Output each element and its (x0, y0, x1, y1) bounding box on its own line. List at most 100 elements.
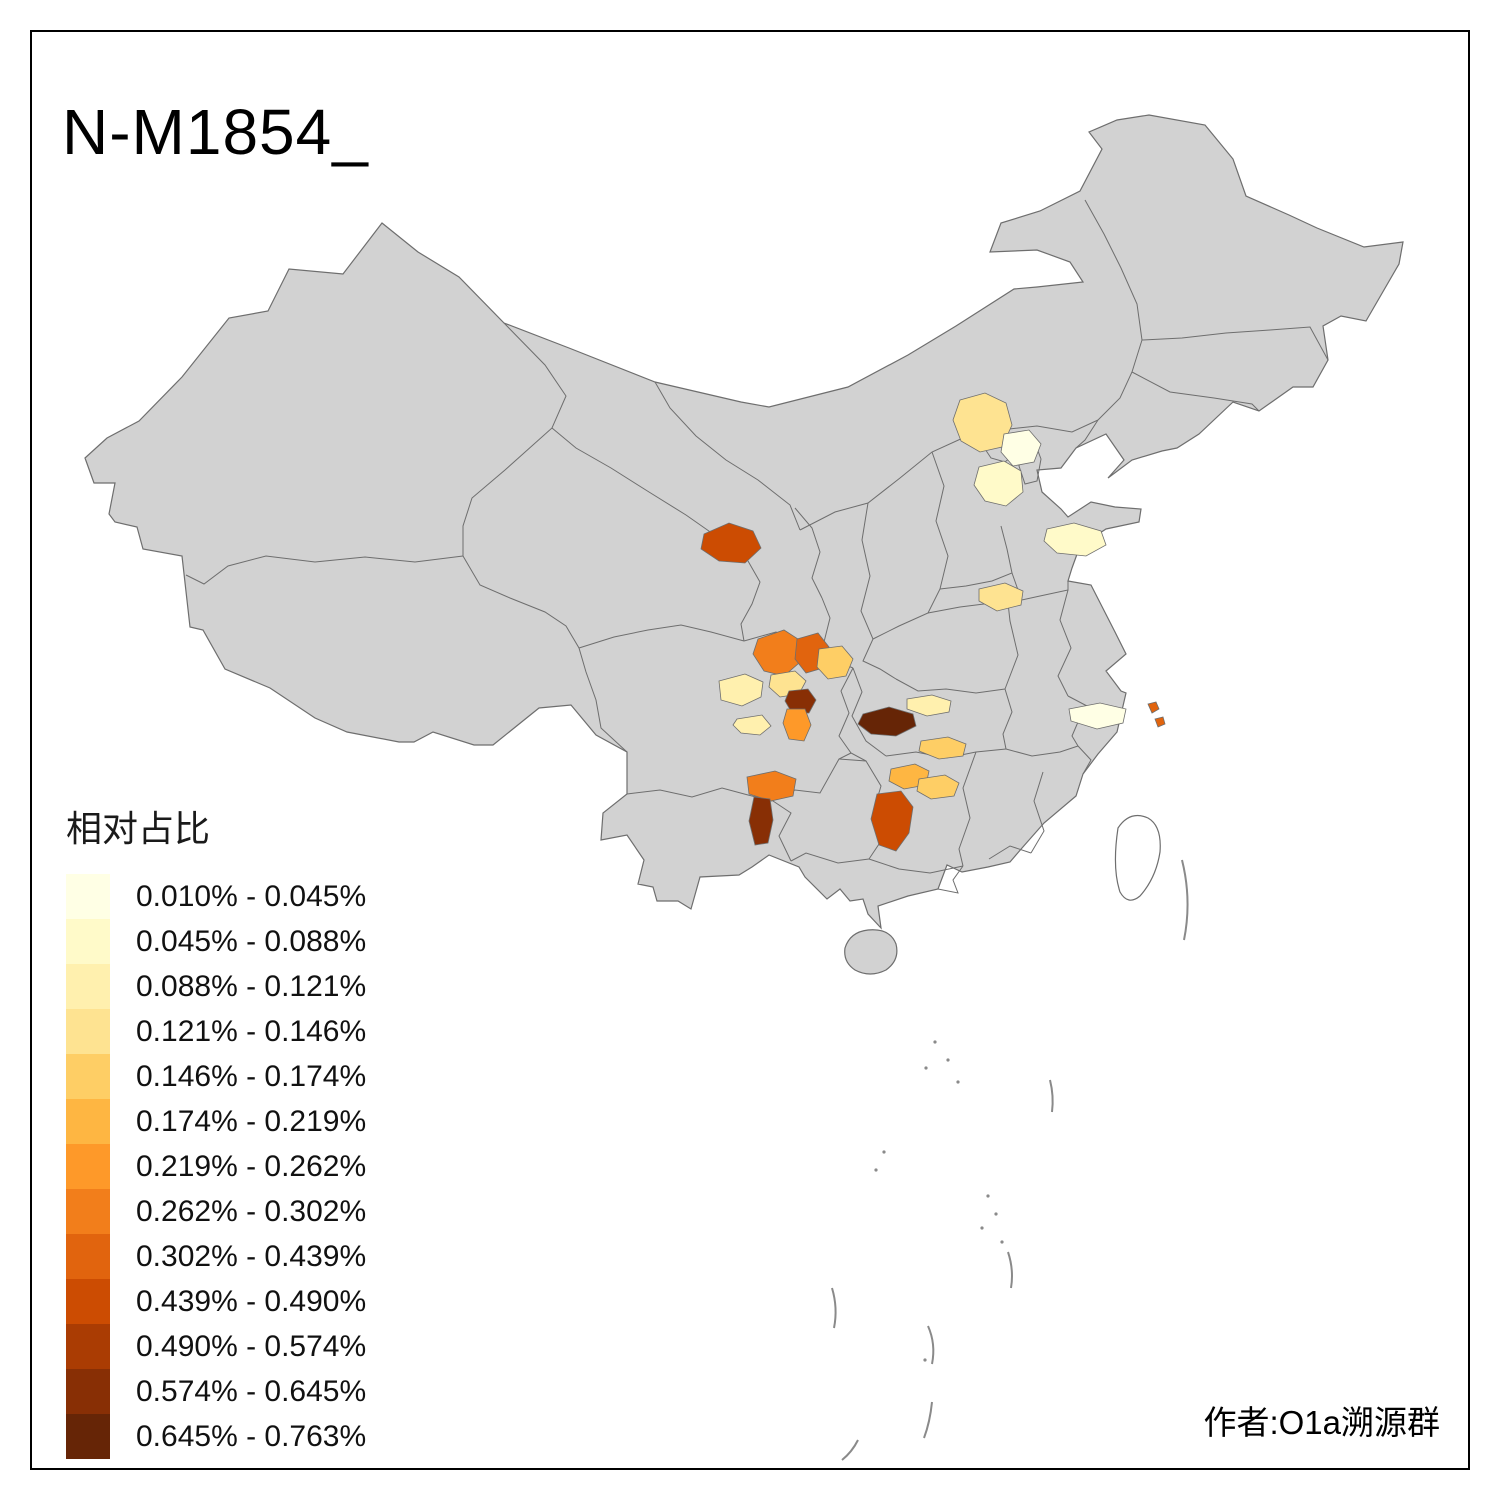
colored-region-10 (718, 673, 764, 707)
border (740, 560, 761, 642)
sea-islet (994, 1212, 998, 1216)
plot-frame (30, 30, 1470, 1470)
border (895, 678, 1006, 694)
map-title: N-M1854_ (62, 95, 369, 168)
border (872, 451, 949, 640)
colored-region-17 (918, 736, 967, 760)
sea-dash (831, 1287, 837, 1329)
legend-item: 0.645% - 0.763% (66, 1414, 366, 1459)
legend-item: 0.010% - 0.045% (66, 874, 366, 919)
colored-region-12 (784, 688, 817, 714)
colored-region-20 (870, 790, 914, 852)
border (790, 852, 870, 864)
border (462, 555, 628, 753)
colored-region-14 (732, 714, 772, 736)
sea-dash (1181, 859, 1189, 941)
sea-islet (946, 1058, 950, 1062)
sea-dash (923, 1401, 933, 1439)
legend-label: 0.088% - 0.121% (136, 969, 367, 1003)
border (1030, 771, 1045, 854)
colored-region-25 (1154, 716, 1166, 728)
border (838, 667, 867, 762)
legend-swatch (66, 874, 110, 919)
legend-item: 0.219% - 0.262% (66, 1144, 366, 1189)
legend-swatch (66, 964, 110, 1009)
border (1084, 199, 1143, 421)
border (462, 322, 567, 556)
border (988, 845, 1032, 860)
legend-swatch (66, 1009, 110, 1054)
legend-label: 0.645% - 0.763% (136, 1419, 367, 1453)
colored-region-2 (1000, 429, 1042, 467)
border (1131, 371, 1260, 412)
taiwan-island (1114, 815, 1161, 901)
colored-region-3 (973, 460, 1024, 507)
sea-islet (980, 1226, 984, 1230)
sea-islet (923, 1358, 927, 1362)
border (1002, 688, 1013, 750)
border (868, 858, 964, 874)
sea-islet (924, 1066, 928, 1070)
colored-region-16 (906, 694, 952, 717)
legend-swatch (66, 1279, 110, 1324)
hainan-island (844, 929, 898, 975)
colored-region-7 (752, 629, 802, 677)
legend-items: 0.010% - 0.045% 0.045% - 0.088% 0.088% - 0… (66, 874, 366, 1459)
border (185, 555, 464, 585)
border (1141, 326, 1329, 361)
legend-label: 0.010% - 0.045% (136, 879, 367, 913)
legend-label: 0.219% - 0.262% (136, 1149, 367, 1183)
colored-region-6 (700, 522, 762, 564)
legend-label: 0.045% - 0.088% (136, 924, 367, 958)
colored-region-5 (978, 582, 1024, 612)
border (654, 381, 801, 531)
border (799, 419, 1099, 531)
legend-label: 0.121% - 0.146% (136, 1014, 367, 1048)
legend-swatch (66, 1189, 110, 1234)
border (578, 624, 745, 649)
legend-item: 0.121% - 0.146% (66, 1009, 366, 1054)
legend-swatch (66, 1414, 110, 1459)
border (772, 800, 792, 862)
attribution: 作者:O1a溯源群 (1203, 1404, 1440, 1441)
border (1075, 419, 1099, 449)
colored-region-18 (746, 770, 797, 802)
border (1005, 745, 1079, 757)
colored-region-9 (816, 645, 854, 680)
legend-item: 0.490% - 0.574% (66, 1324, 366, 1369)
legend-item: 0.045% - 0.088% (66, 919, 366, 964)
border (1004, 602, 1019, 690)
legend-swatch (66, 1144, 110, 1189)
border (939, 525, 1013, 590)
colored-region-15 (857, 706, 917, 737)
legend-label: 0.262% - 0.302% (136, 1194, 367, 1228)
legend-item: 0.174% - 0.219% (66, 1099, 366, 1144)
legend-swatch (66, 919, 110, 964)
sea-dash (1007, 1251, 1013, 1289)
colored-region-23 (1068, 702, 1127, 730)
border (794, 507, 823, 599)
border (958, 751, 977, 867)
border (851, 667, 887, 757)
legend-label: 0.146% - 0.174% (136, 1059, 367, 1093)
south-china-sea-marks (831, 859, 1189, 1461)
colored-region-13 (782, 708, 812, 742)
sea-islet (1000, 1240, 1004, 1244)
border (1077, 745, 1092, 775)
legend-swatch (66, 1054, 110, 1099)
legend-swatch (66, 1234, 110, 1279)
sea-islet (874, 1168, 878, 1172)
colored-region-22 (916, 774, 960, 800)
border (860, 502, 897, 680)
legend-item: 0.262% - 0.302% (66, 1189, 366, 1234)
legend-item: 0.439% - 0.490% (66, 1279, 366, 1324)
sea-islet (986, 1194, 990, 1198)
legend-label: 0.574% - 0.645% (136, 1374, 367, 1408)
colored-region-4 (1043, 522, 1107, 557)
legend-title: 相对占比 (66, 808, 211, 849)
border (1007, 581, 1069, 604)
sea-dash (927, 1325, 935, 1365)
sea-islet (956, 1080, 960, 1084)
legend-item: 0.574% - 0.645% (66, 1369, 366, 1414)
